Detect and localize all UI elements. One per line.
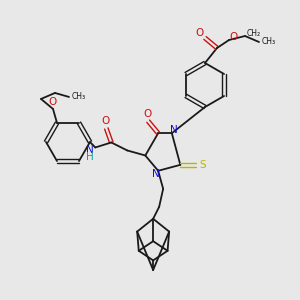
Text: S: S <box>199 160 206 170</box>
Text: N: N <box>152 169 160 179</box>
Text: O: O <box>48 97 56 107</box>
Text: CH₃: CH₃ <box>262 38 276 46</box>
Text: N: N <box>170 125 178 135</box>
Text: O: O <box>101 116 110 127</box>
Text: H: H <box>86 152 94 163</box>
Text: CH₂: CH₂ <box>247 29 261 38</box>
Text: O: O <box>229 32 237 42</box>
Text: CH₃: CH₃ <box>72 92 86 101</box>
Text: O: O <box>196 28 204 38</box>
Text: N: N <box>86 146 94 155</box>
Text: O: O <box>143 109 151 119</box>
